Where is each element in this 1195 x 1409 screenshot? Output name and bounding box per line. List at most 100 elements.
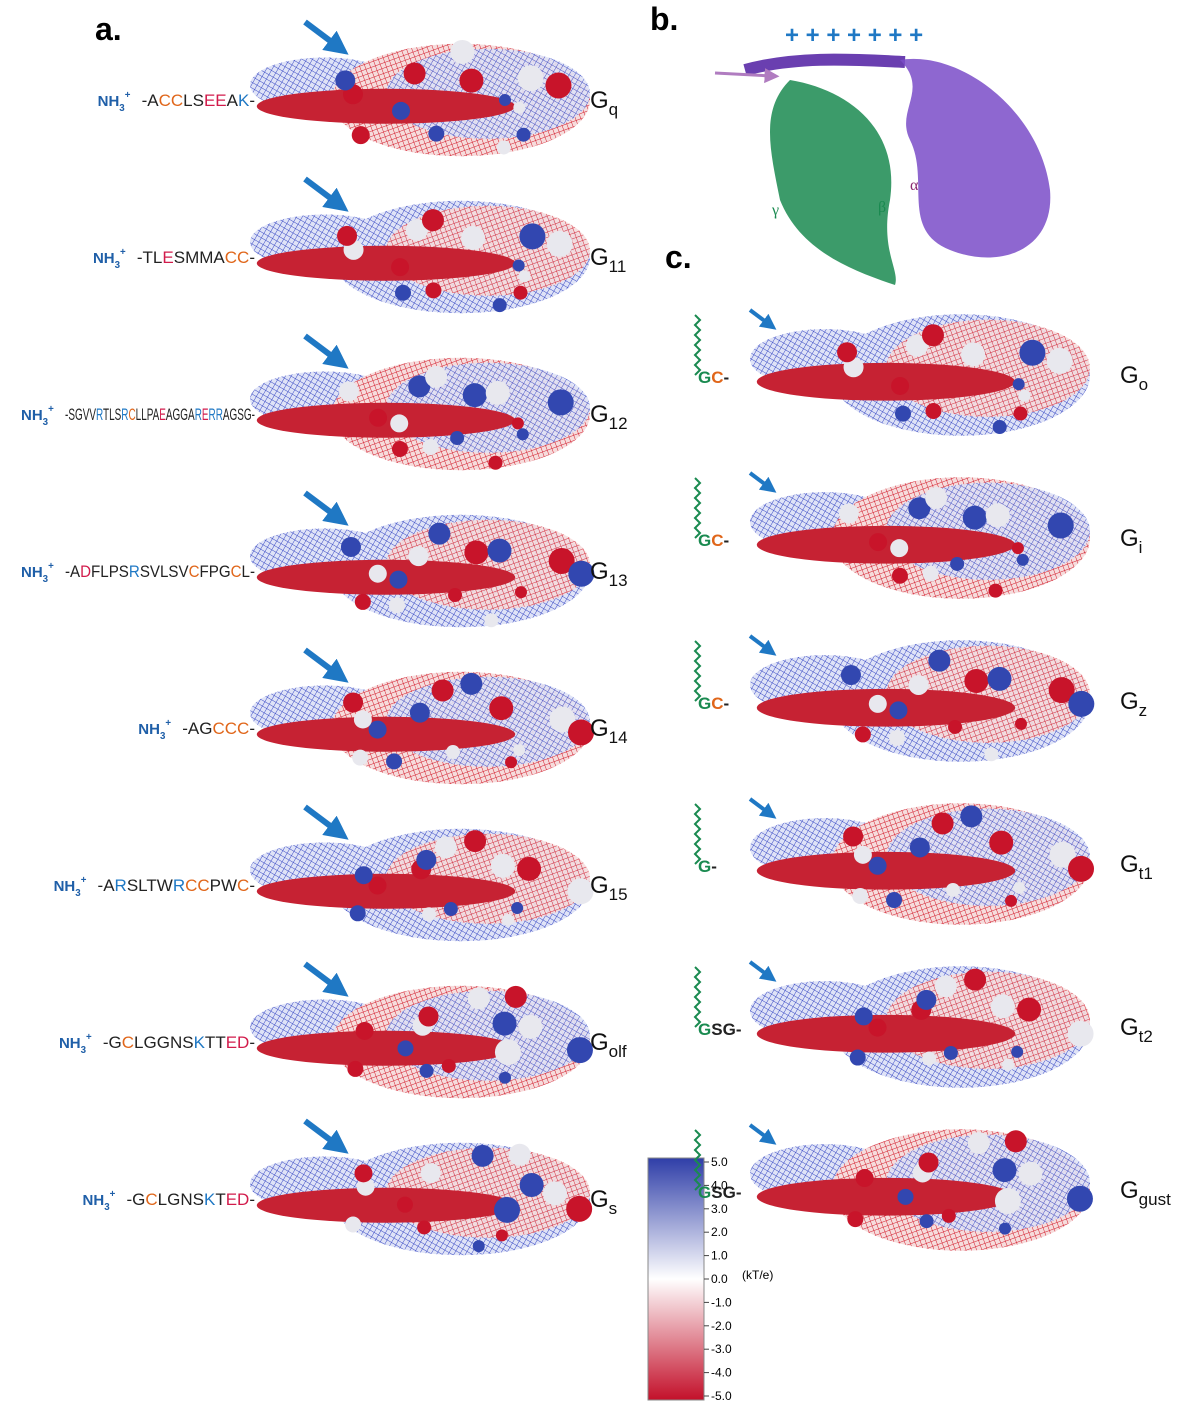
surface-patch bbox=[993, 1158, 1017, 1182]
amine-sup: + bbox=[165, 718, 171, 729]
surface-patch bbox=[497, 140, 511, 154]
surface-patch bbox=[919, 1152, 939, 1172]
protein-name: Gt1 bbox=[1120, 851, 1153, 883]
protein-name: Golf bbox=[590, 1029, 627, 1061]
surface bbox=[750, 966, 1094, 1088]
colorbar bbox=[648, 1158, 704, 1400]
surface-patch bbox=[922, 1052, 936, 1066]
surface-patch bbox=[518, 1015, 542, 1039]
surface-patch bbox=[435, 836, 457, 858]
surface-patch bbox=[922, 324, 944, 346]
colorbar-tick-label: 5.0 bbox=[711, 1155, 728, 1169]
surface-patch bbox=[417, 1220, 431, 1234]
surface-patch bbox=[925, 487, 947, 509]
surface-patch bbox=[486, 381, 510, 405]
surface-patch bbox=[499, 94, 511, 106]
surface-patch bbox=[897, 1189, 913, 1205]
surface-patch bbox=[428, 126, 444, 142]
surface-patch bbox=[963, 506, 987, 530]
surface-patch bbox=[448, 588, 462, 602]
surface-core bbox=[257, 717, 515, 752]
surface-patch bbox=[410, 703, 430, 723]
surface-patch bbox=[942, 1209, 956, 1223]
amine-sub: 3 bbox=[43, 574, 49, 585]
name-sub: olf bbox=[609, 1042, 627, 1061]
surface-patch bbox=[432, 679, 454, 701]
surface-patch bbox=[869, 857, 887, 875]
surface-patch bbox=[948, 720, 962, 734]
surface-patch bbox=[850, 1050, 866, 1066]
amine-sub: 3 bbox=[43, 417, 49, 428]
surface-patch bbox=[517, 428, 529, 440]
colorbar-tick-label: 4.0 bbox=[711, 1178, 728, 1192]
surface-patch bbox=[354, 710, 372, 728]
surface-patch bbox=[468, 987, 490, 1009]
surface-patch bbox=[1019, 340, 1045, 366]
surface-patch bbox=[910, 837, 930, 857]
surface bbox=[750, 314, 1090, 436]
surface-patch bbox=[964, 969, 986, 991]
protein-name: G11 bbox=[590, 244, 626, 276]
surface-patch bbox=[1018, 1162, 1042, 1186]
name-base: G bbox=[1120, 1177, 1139, 1204]
surface-patch bbox=[518, 270, 530, 282]
amine-base: NH bbox=[138, 721, 160, 738]
surface-patch bbox=[989, 584, 1003, 598]
surface-patch bbox=[461, 226, 485, 250]
name-base: G bbox=[1120, 362, 1139, 389]
surface bbox=[750, 1129, 1093, 1251]
amine-sup: + bbox=[48, 404, 54, 415]
name-base: G bbox=[1120, 1014, 1139, 1041]
surface-patch bbox=[519, 223, 545, 249]
surface-patch bbox=[1068, 691, 1094, 717]
arrow bbox=[305, 493, 339, 519]
surface-patch bbox=[895, 406, 911, 422]
surface-patch bbox=[1012, 542, 1024, 554]
surface-patch bbox=[450, 40, 474, 64]
surface-patch bbox=[886, 892, 902, 908]
name-sub: i bbox=[1139, 538, 1143, 557]
subunit-label: α bbox=[910, 177, 919, 194]
arrow bbox=[750, 310, 770, 325]
surface-patch bbox=[964, 669, 988, 693]
surface-patch bbox=[548, 389, 574, 415]
surface-patch bbox=[392, 102, 410, 120]
surface-patch bbox=[390, 414, 408, 432]
surface-patch bbox=[489, 696, 513, 720]
amine: NH3+ bbox=[98, 90, 131, 114]
name-sub: gust bbox=[1139, 1190, 1171, 1209]
name-sub: q bbox=[609, 100, 618, 119]
surface-patch bbox=[484, 613, 498, 627]
surface-patch bbox=[409, 546, 429, 566]
protein-name: Gq bbox=[590, 87, 618, 119]
arrow bbox=[750, 473, 770, 488]
surface-patch bbox=[397, 1040, 413, 1056]
surface-patch bbox=[347, 1061, 363, 1077]
surface-patch bbox=[889, 730, 905, 746]
surface-patch bbox=[494, 1197, 520, 1223]
amine-base: NH bbox=[21, 407, 43, 424]
surface-patch bbox=[847, 1211, 863, 1227]
surface-patch bbox=[416, 850, 436, 870]
name-base: G bbox=[590, 87, 609, 114]
surface-patch bbox=[928, 650, 950, 672]
protein-name: Gt2 bbox=[1120, 1014, 1153, 1046]
amine-sup: + bbox=[110, 1189, 116, 1200]
surface-patch bbox=[517, 128, 531, 142]
surface bbox=[250, 515, 594, 628]
amine-base: NH bbox=[98, 93, 120, 110]
surface-patch bbox=[425, 366, 447, 388]
surface-patch bbox=[511, 902, 523, 914]
protein-name: G12 bbox=[590, 401, 628, 433]
arrow bbox=[305, 336, 339, 362]
subunit-label: γ bbox=[771, 202, 779, 219]
lipid bbox=[695, 478, 700, 538]
surface-patch bbox=[1015, 718, 1027, 730]
surface-patch bbox=[1017, 554, 1029, 566]
arrow bbox=[305, 22, 339, 48]
surface-patch bbox=[999, 1223, 1011, 1235]
name-base: G bbox=[1120, 851, 1139, 878]
surface-patch bbox=[925, 403, 941, 419]
surface-patch bbox=[920, 1214, 934, 1228]
amine-base: NH bbox=[59, 1035, 81, 1052]
